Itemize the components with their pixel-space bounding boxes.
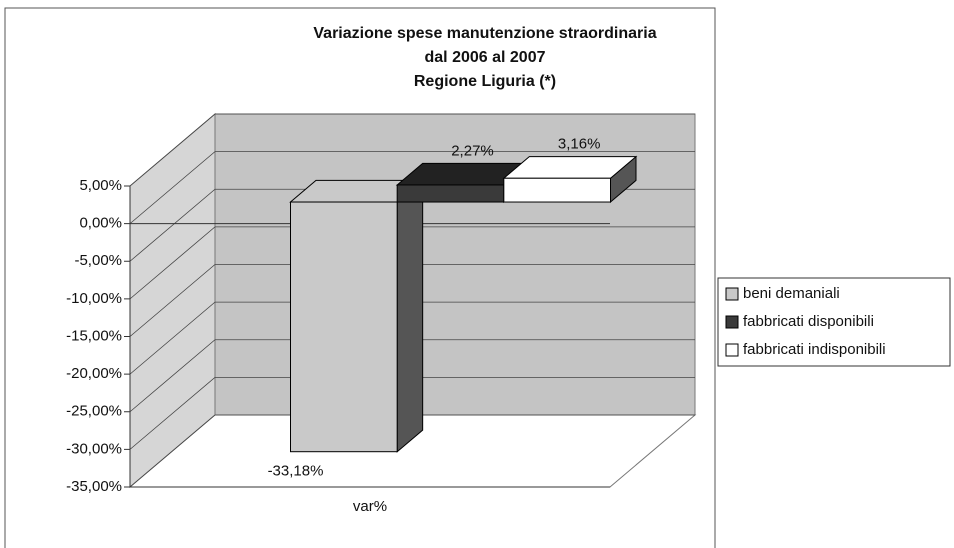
bar <box>396 184 505 203</box>
chart-title: Variazione spese manutenzione straordina… <box>313 25 656 42</box>
grid-line <box>129 301 695 375</box>
grid-line <box>129 264 695 337</box>
value-label: 3,16% <box>558 136 601 153</box>
y-tick-label: 5,00% <box>79 177 122 194</box>
bar-side <box>396 179 424 453</box>
chart-title: Regione Liguria (*) <box>414 73 556 90</box>
legend-swatch <box>725 315 739 329</box>
legend-swatch <box>725 287 739 301</box>
legend-label: fabbricati indisponibili <box>743 341 886 358</box>
chart-title: dal 2006 al 2007 <box>425 49 546 66</box>
y-tick-label: -25,00% <box>66 403 122 420</box>
grid-line <box>129 376 695 450</box>
grid-line <box>129 151 695 224</box>
legend <box>717 277 951 367</box>
legend-label: beni demaniali <box>743 285 840 302</box>
y-tick-label: 0,00% <box>79 215 122 232</box>
grid-line <box>129 226 695 300</box>
value-label: -33,18% <box>268 463 324 480</box>
legend-label: fabbricati disponibili <box>743 313 874 330</box>
bar <box>290 201 398 453</box>
y-tick-label: -30,00% <box>66 440 122 457</box>
value-label: 2,27% <box>451 142 494 159</box>
y-tick-label: -5,00% <box>74 252 122 269</box>
y-tick-label: -35,00% <box>66 478 122 495</box>
y-tick-label: -15,00% <box>66 327 122 344</box>
grid-line <box>129 113 695 187</box>
grid-line <box>129 339 695 413</box>
grid-line <box>129 414 695 488</box>
legend-swatch <box>725 343 739 357</box>
x-tick-label: var% <box>353 498 387 515</box>
y-tick-label: -10,00% <box>66 290 122 307</box>
y-tick-label: -20,00% <box>66 365 122 382</box>
bar <box>503 177 612 203</box>
